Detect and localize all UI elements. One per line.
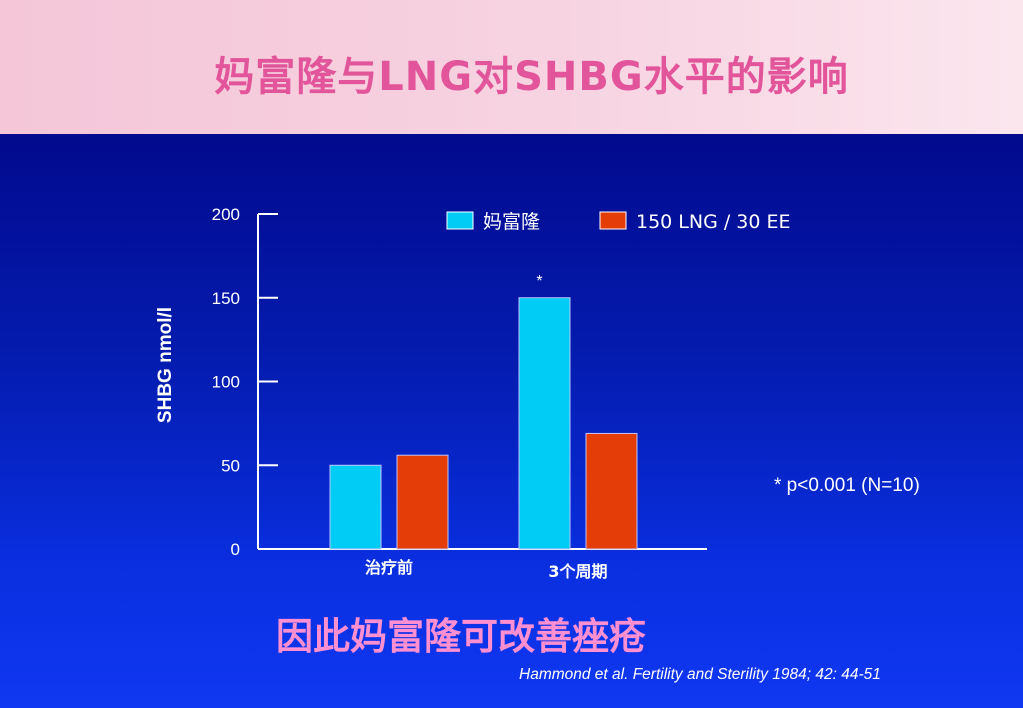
legend-label: 150 LNG / 30 EE [636,211,791,233]
y-tick-label: 0 [231,540,240,559]
y-tick-label: 150 [212,289,240,308]
bar [518,297,571,550]
legend-swatch [599,211,627,230]
y-tick-label: 100 [212,373,240,392]
y-axis-label: SHBG nmol/l [155,306,176,424]
y-tick-label: 50 [221,456,240,475]
y-tick-label: 200 [212,205,240,224]
bar [396,454,449,550]
significance-asterisk: * [536,273,542,290]
citation-text: Hammond et al. Fertility and Sterility 1… [519,666,881,683]
header-banner: 妈富隆与LNG对SHBG水平的影响 [0,0,1023,134]
significance-note: * p<0.001 (N=10) [774,475,920,496]
conclusion-text: 因此妈富隆可改善痤疮 [276,615,646,658]
legend-label: 妈富隆 [483,211,540,233]
bar [585,432,638,550]
x-tick-label: 治疗前 [365,558,413,577]
main-panel [0,134,1023,708]
legend-swatch [446,211,474,230]
bar [329,464,382,550]
x-tick-label: 3个周期 [548,562,607,581]
slide-title: 妈富隆与LNG对SHBG水平的影响 [214,54,849,100]
